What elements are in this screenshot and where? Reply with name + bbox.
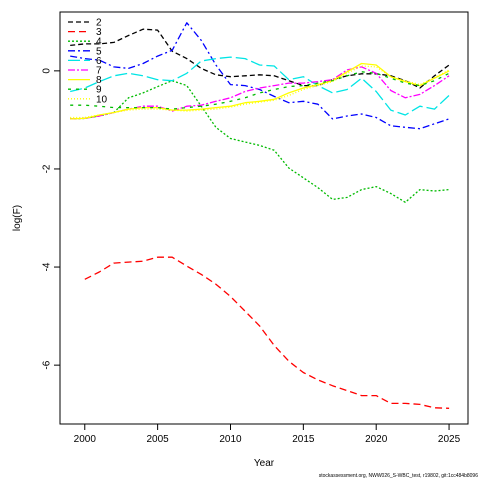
series-line-8 [70,62,450,120]
y-axis-label: log(F) [12,205,23,231]
y-tick-label: -4 [42,262,53,271]
series-line-10 [70,65,450,119]
legend-label-8: 8 [96,75,102,86]
x-axis-label: Year [254,458,275,469]
x-tick-label: 2015 [292,434,315,445]
x-tick-label: 2010 [219,434,242,445]
legend-label-10: 10 [96,94,108,105]
plot-frame [59,11,469,425]
chart-marks: 2000 2005 2010 2015 2020 2025 0 -2 -4 -6 Year log(F… [12,11,469,469]
legend-label-5: 5 [96,46,102,57]
series-line-5 [70,22,450,130]
y-tick-label: -6 [42,360,53,369]
y-tick-label: 0 [42,68,53,74]
x-tick-label: 2020 [365,434,388,445]
legend-label-7: 7 [96,66,102,77]
y-tick-label: -2 [42,164,53,173]
footnote: stockassessment.org, NWW026_S-WBC_test, … [318,473,478,479]
series-line-3 [84,256,450,409]
legend-label-6: 6 [96,56,102,67]
x-tick-label: 2025 [438,434,461,445]
legend-label-3: 3 [96,27,102,38]
series-line-4 [70,80,450,203]
legend-label-9: 9 [96,85,102,96]
series-line-6 [70,56,450,116]
x-tick-label: 2000 [74,434,97,445]
series-line-7 [70,66,450,120]
x-tick-label: 2005 [147,434,170,445]
series-line-9 [70,71,450,110]
legend-label-4: 4 [96,37,102,48]
legend-label-2: 2 [96,18,102,29]
series-line-2 [70,28,450,89]
